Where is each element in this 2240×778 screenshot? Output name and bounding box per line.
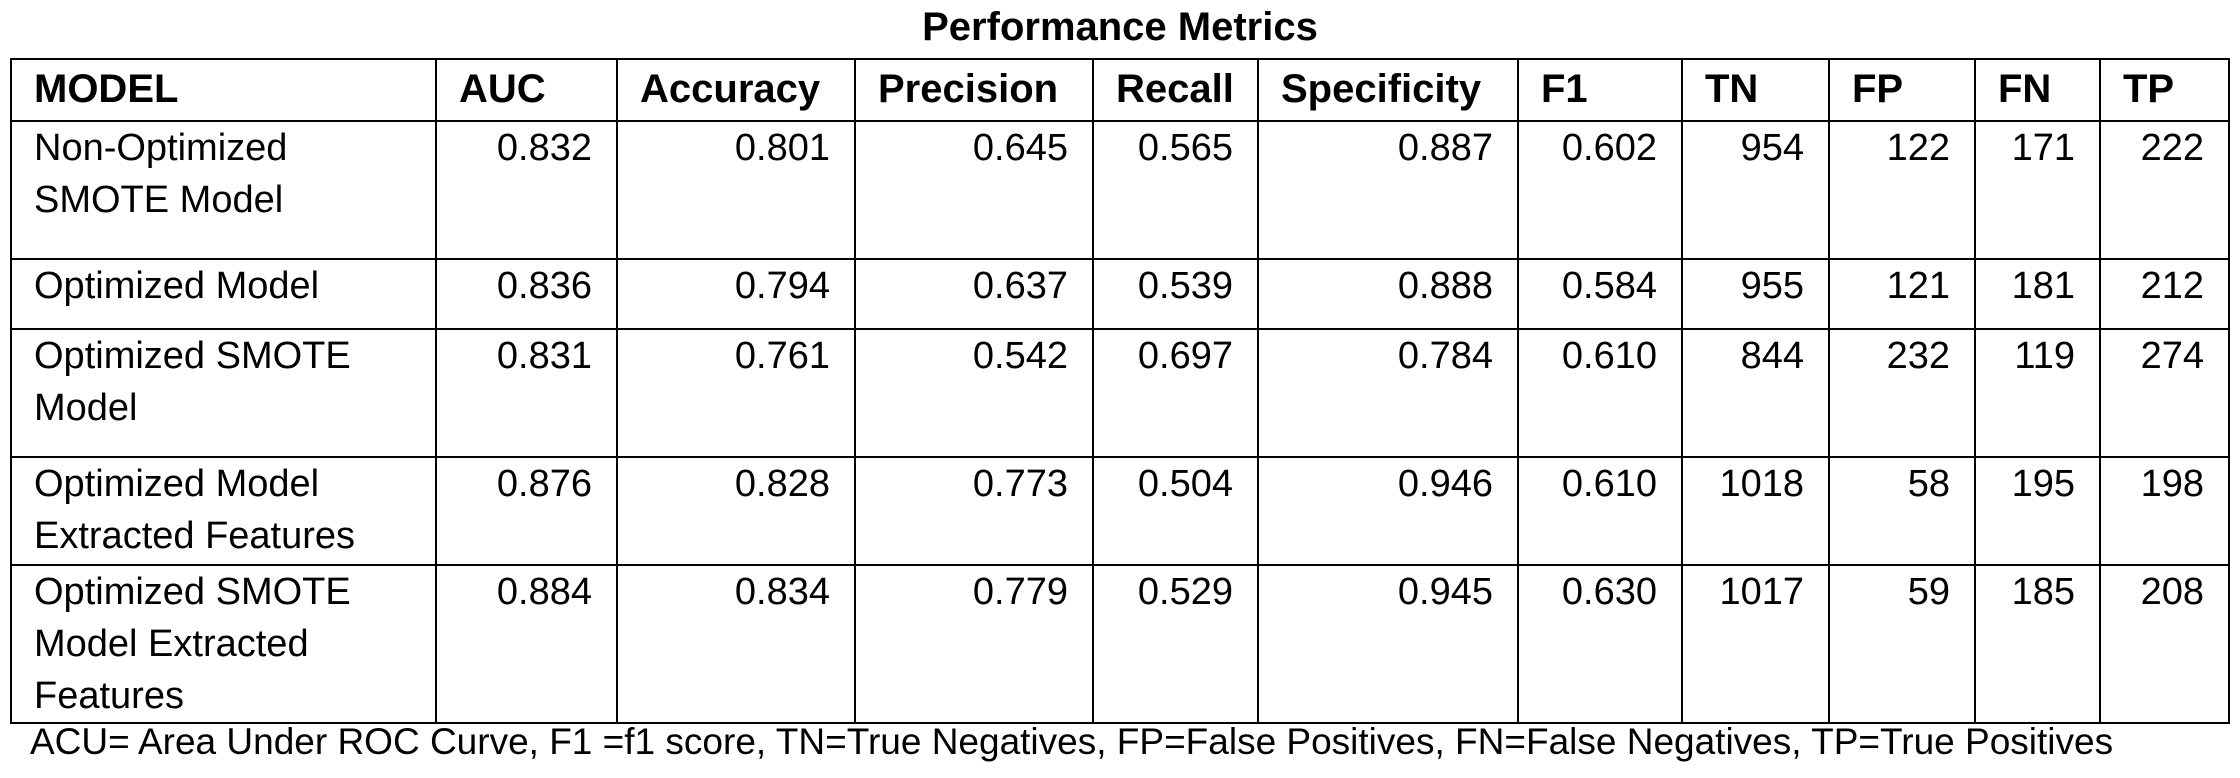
tn-cell: 844: [1681, 328, 1830, 458]
column-header: Specificity: [1257, 58, 1519, 122]
tp-cell: 208: [2099, 564, 2230, 724]
specificity-cell: 0.945: [1257, 564, 1519, 724]
column-header: F1: [1517, 58, 1683, 122]
column-header: Recall: [1092, 58, 1259, 122]
f1-cell: 0.610: [1517, 456, 1683, 566]
precision-cell: 0.773: [854, 456, 1094, 566]
model-name-cell: Optimized Model: [10, 258, 437, 330]
f1-cell: 0.602: [1517, 120, 1683, 260]
column-header: MODEL: [10, 58, 437, 122]
table-footnote: ACU= Area Under ROC Curve, F1 =f1 score,…: [30, 721, 2114, 762]
recall-cell: 0.529: [1092, 564, 1259, 724]
recall-cell: 0.539: [1092, 258, 1259, 330]
accuracy-cell: 0.801: [616, 120, 856, 260]
precision-cell: 0.637: [854, 258, 1094, 330]
fn-cell: 185: [1974, 564, 2101, 724]
model-name-cell: Optimized SMOTE Model: [10, 328, 437, 458]
auc-cell: 0.831: [435, 328, 618, 458]
header-row: MODEL AUC Accuracy Precision Recall Spec…: [10, 58, 2230, 122]
accuracy-cell: 0.834: [616, 564, 856, 724]
auc-cell: 0.832: [435, 120, 618, 260]
table-row: Non-Optimized SMOTE Model 0.832 0.801 0.…: [10, 120, 2230, 260]
recall-cell: 0.504: [1092, 456, 1259, 566]
specificity-cell: 0.888: [1257, 258, 1519, 330]
tn-cell: 954: [1681, 120, 1830, 260]
specificity-cell: 0.946: [1257, 456, 1519, 566]
f1-cell: 0.610: [1517, 328, 1683, 458]
table-row: Optimized Model 0.836 0.794 0.637 0.539 …: [10, 258, 2230, 330]
tp-cell: 198: [2099, 456, 2230, 566]
recall-cell: 0.565: [1092, 120, 1259, 260]
tp-cell: 212: [2099, 258, 2230, 330]
precision-cell: 0.542: [854, 328, 1094, 458]
column-header: TN: [1681, 58, 1830, 122]
accuracy-cell: 0.794: [616, 258, 856, 330]
precision-cell: 0.779: [854, 564, 1094, 724]
auc-cell: 0.836: [435, 258, 618, 330]
tn-cell: 955: [1681, 258, 1830, 330]
accuracy-cell: 0.761: [616, 328, 856, 458]
table-row: Optimized SMOTE Model Extracted Features…: [10, 564, 2230, 724]
fp-cell: 232: [1828, 328, 1976, 458]
fn-cell: 171: [1974, 120, 2101, 260]
model-name-cell: Optimized Model Extracted Features: [10, 456, 437, 566]
fp-cell: 122: [1828, 120, 1976, 260]
fn-cell: 181: [1974, 258, 2101, 330]
auc-cell: 0.884: [435, 564, 618, 724]
column-header: TP: [2099, 58, 2230, 122]
f1-cell: 0.630: [1517, 564, 1683, 724]
column-header: AUC: [435, 58, 618, 122]
tp-cell: 274: [2099, 328, 2230, 458]
fp-cell: 121: [1828, 258, 1976, 330]
fn-cell: 195: [1974, 456, 2101, 566]
precision-cell: 0.645: [854, 120, 1094, 260]
specificity-cell: 0.784: [1257, 328, 1519, 458]
fp-cell: 58: [1828, 456, 1976, 566]
f1-cell: 0.584: [1517, 258, 1683, 330]
column-header: Precision: [854, 58, 1094, 122]
column-header: FP: [1828, 58, 1976, 122]
specificity-cell: 0.887: [1257, 120, 1519, 260]
model-name-cell: Non-Optimized SMOTE Model: [10, 120, 437, 260]
tn-cell: 1018: [1681, 456, 1830, 566]
accuracy-cell: 0.828: [616, 456, 856, 566]
tp-cell: 222: [2099, 120, 2230, 260]
page-title: Performance Metrics: [922, 5, 1318, 49]
column-header: FN: [1974, 58, 2101, 122]
auc-cell: 0.876: [435, 456, 618, 566]
table-row: Optimized Model Extracted Features 0.876…: [10, 456, 2230, 566]
tn-cell: 1017: [1681, 564, 1830, 724]
recall-cell: 0.697: [1092, 328, 1259, 458]
metrics-table: MODEL AUC Accuracy Precision Recall Spec…: [10, 58, 2230, 724]
column-header: Accuracy: [616, 58, 856, 122]
table-row: Optimized SMOTE Model 0.831 0.761 0.542 …: [10, 328, 2230, 458]
fn-cell: 119: [1974, 328, 2101, 458]
model-name-cell: Optimized SMOTE Model Extracted Features: [10, 564, 437, 724]
fp-cell: 59: [1828, 564, 1976, 724]
